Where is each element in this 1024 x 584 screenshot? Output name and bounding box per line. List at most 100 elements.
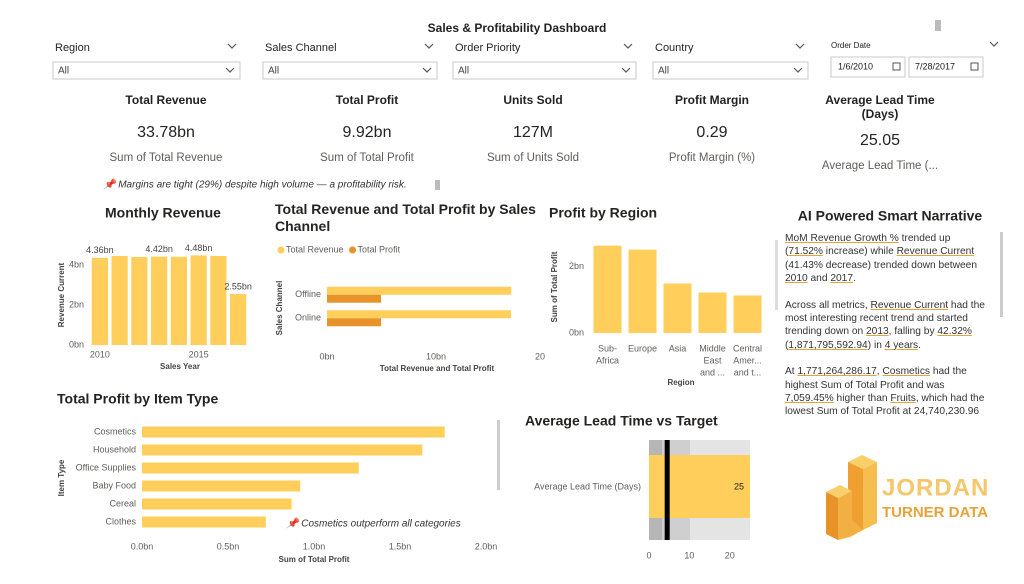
narrative-paragraph: MoM Revenue Growth % trended up (71.52% … <box>785 232 990 286</box>
text-line: Channel <box>275 218 330 234</box>
y-axis-label: Item Type <box>57 459 66 496</box>
filter-label: Sales Channel <box>265 42 337 54</box>
date-end-box[interactable] <box>908 56 984 78</box>
narrative-text: , <box>876 366 883 378</box>
narrative-highlight: Fruits <box>890 393 916 405</box>
logo-icon <box>826 455 877 540</box>
date-start-box[interactable] <box>830 56 906 78</box>
calendar-icon[interactable] <box>970 62 979 71</box>
narrative-highlight: 1,771,264,286.17 <box>797 366 877 378</box>
narrative-text: (41.43% decrease) trended down between <box>785 259 977 271</box>
calendar-icon[interactable] <box>892 62 901 71</box>
chevron[interactable] <box>422 67 432 73</box>
x-tick-label: 2.0bn <box>475 541 498 551</box>
x-tick-label: Asia <box>669 343 687 353</box>
x-tick-label: Europe <box>628 343 657 353</box>
x-tick-label: 2010 <box>90 349 110 359</box>
chart-title: Profit by Region <box>549 205 657 221</box>
narrative-highlight: 2017 <box>830 273 854 285</box>
x-tick-label: Africa <box>596 355 619 365</box>
filter-box[interactable] <box>262 61 438 80</box>
x-tick-label: East <box>703 355 722 365</box>
bar <box>327 318 382 327</box>
x-tick-label: 0 <box>646 550 651 560</box>
bar <box>327 294 382 303</box>
narrative-text: higher than <box>833 393 891 405</box>
x-tick-label: 1.0bn <box>303 541 326 551</box>
chevron[interactable] <box>623 43 633 49</box>
x-tick-label: 20 <box>725 550 735 560</box>
text-line: Units Sold <box>503 93 562 107</box>
kpi-value: 25.05 <box>860 132 900 149</box>
narrative-highlight: 2010 <box>785 273 808 285</box>
narrative-text: . <box>918 339 921 351</box>
x-tick-label: Middle <box>699 343 726 353</box>
narrative-paragraph: Across all metrics, Revenue Current had … <box>785 299 990 353</box>
scrollbar[interactable] <box>497 420 500 490</box>
bar <box>142 498 292 510</box>
chevron[interactable] <box>795 43 805 49</box>
kpi-title: Units Sold <box>503 93 562 107</box>
y-tick-label: Cereal <box>109 498 136 508</box>
kpi-title: Total Revenue <box>125 93 206 107</box>
chevron[interactable] <box>989 41 999 47</box>
chevron[interactable] <box>225 67 235 73</box>
y-tick-label: Cosmetics <box>94 426 137 436</box>
chevron[interactable] <box>793 67 803 73</box>
kpi-value: 0.29 <box>696 124 727 141</box>
narrative-text: had the highest Sum of Total Profit and … <box>785 366 967 391</box>
data-label: 4.42bn <box>145 244 173 254</box>
narrative-text: trended up ( <box>785 233 951 258</box>
y-axis-label: Sales Channel <box>275 281 284 336</box>
narrative-text: , which had the lowest Sum of Total Prof… <box>785 393 985 418</box>
kpi-value: 9.92bn <box>343 124 392 141</box>
x-tick-label: Amer... <box>733 355 762 365</box>
y-tick-label: 2bn <box>569 261 584 271</box>
chevron[interactable] <box>227 43 237 49</box>
chevron[interactable] <box>424 43 434 49</box>
filter-box[interactable] <box>52 61 241 80</box>
chart-title: Monthly Revenue <box>105 205 221 221</box>
x-tick-label: 0bn <box>319 351 334 361</box>
kpi-title: Average Lead Time (Days) <box>825 93 935 121</box>
bar <box>131 257 148 345</box>
narrative-highlight: Revenue Current <box>870 299 949 311</box>
narrative-highlight: 1,871,795,592.94 <box>788 339 868 351</box>
scrollbar[interactable] <box>775 240 778 310</box>
text-line: Average Lead Time <box>825 93 935 107</box>
x-tick-label: 10 <box>684 550 694 560</box>
chevron[interactable] <box>621 67 631 73</box>
bar <box>111 256 128 345</box>
text-line: Total Revenue <box>125 93 206 107</box>
bar <box>628 249 657 333</box>
filter-box[interactable] <box>652 61 809 80</box>
narrative-highlight: 4 years <box>884 339 919 351</box>
narrative-highlight: 7,059.45% <box>785 393 834 405</box>
narrative-highlight: 2013 <box>866 326 889 338</box>
y-tick-label: Office Supplies <box>76 462 137 472</box>
bar <box>327 310 511 319</box>
kpi-caption: Profit Margin (%) <box>669 152 755 164</box>
y-tick-label: Offline <box>295 289 321 299</box>
scrollbar[interactable] <box>1000 232 1003 317</box>
filter-value: All <box>658 66 669 77</box>
logo-shape <box>826 492 838 540</box>
date-filter-label: Order Date <box>831 41 871 50</box>
chart-title: Total Revenue and Total Profit by Sales C… <box>275 201 536 234</box>
x-axis-label: Sum of Total Profit <box>279 555 350 564</box>
narrative-text: increase) while <box>822 246 897 258</box>
x-tick-label: 0.0bn <box>131 541 154 551</box>
text-line: Profit Margin <box>675 93 749 107</box>
narrative-text: At <box>785 366 798 378</box>
x-axis-label: Sales Year <box>160 362 200 371</box>
bar <box>142 516 266 528</box>
x-tick-label: Sub- <box>598 343 617 353</box>
narrative-text: , falling by <box>888 326 938 338</box>
narrative-text: Across all metrics, <box>785 299 871 311</box>
y-tick-label: 0bn <box>69 339 84 349</box>
bar <box>698 292 727 333</box>
legend-swatch <box>277 246 285 254</box>
filter-box[interactable] <box>452 61 637 80</box>
kpi-note: 📌 Margins are tight (29%) despite high v… <box>103 178 407 191</box>
